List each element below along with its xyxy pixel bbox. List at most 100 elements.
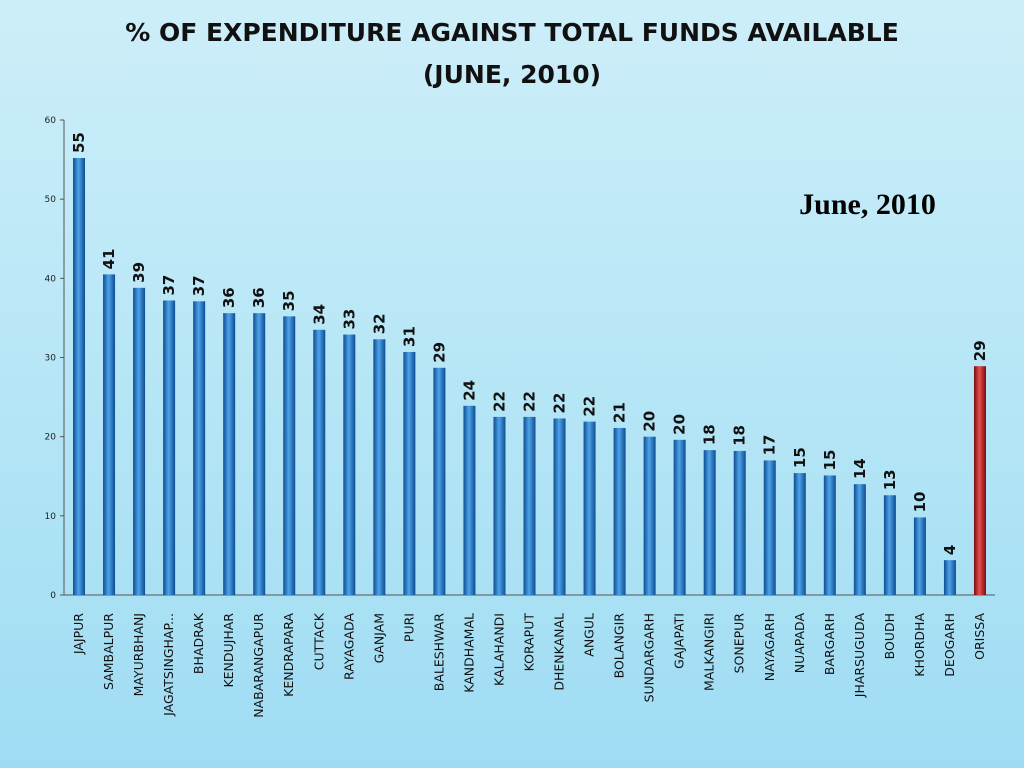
category-label: KENDUJHAR — [221, 613, 236, 688]
bar-nayagarh — [763, 460, 776, 595]
data-label: 14 — [851, 458, 869, 479]
data-label: 55 — [70, 132, 88, 153]
category-label: JAJPUR — [71, 613, 86, 655]
bar-jagatsinghap — [163, 300, 176, 595]
bar-angul — [583, 421, 596, 596]
data-label: 18 — [701, 424, 719, 445]
data-label: 22 — [581, 396, 599, 417]
bar-jharsuguda — [853, 484, 866, 595]
bar-mayurbhanj — [133, 287, 146, 595]
bar-orissa — [973, 366, 986, 595]
y-tick-label: 20 — [45, 433, 57, 443]
bar-puri — [403, 351, 416, 595]
data-label: 4 — [941, 545, 959, 555]
bar-nabarangapur — [253, 313, 266, 595]
bar-nuapada — [793, 473, 806, 595]
data-label: 33 — [340, 309, 358, 330]
category-label: MAYURBHANJ — [131, 613, 146, 696]
category-label: DHENKANAL — [552, 613, 567, 691]
bar-ganjam — [373, 339, 386, 595]
data-label: 35 — [280, 290, 298, 311]
y-tick-label: 60 — [45, 116, 57, 126]
chart-subtitle: (JUNE, 2010) — [422, 60, 602, 89]
bar-malkangiri — [703, 450, 716, 596]
data-label: 29 — [971, 340, 989, 361]
bar-kendrapara — [283, 316, 296, 595]
category-label: JHARSUGUDA — [852, 613, 867, 699]
category-label: BHADRAK — [191, 612, 206, 674]
data-label: 15 — [821, 450, 839, 471]
bar-deogarh — [943, 560, 956, 595]
y-axis-ticks: 0 10 20 30 40 50 60 — [45, 116, 64, 601]
data-label: 18 — [731, 425, 749, 446]
data-label: 37 — [190, 275, 208, 296]
category-label: SONEPUR — [732, 613, 747, 674]
y-tick-label: 50 — [45, 195, 57, 205]
bar-boudh — [883, 495, 896, 595]
data-label: 13 — [881, 469, 899, 490]
date-annotation: June, 2010 — [799, 188, 936, 221]
data-label: 21 — [611, 402, 629, 423]
category-label: ANGUL — [582, 613, 597, 657]
category-label: KENDRAPARA — [281, 613, 296, 697]
data-label: 22 — [551, 393, 569, 414]
category-label: MALKANGIRI — [702, 613, 717, 691]
data-label: 15 — [791, 447, 809, 468]
category-label: JAGATSINGHAP... — [161, 613, 176, 717]
y-tick-label: 10 — [45, 512, 57, 522]
bar-baleshwar — [433, 367, 446, 595]
bar-jajpur — [73, 158, 86, 595]
category-label: NUAPADA — [792, 613, 807, 674]
data-label: 17 — [761, 435, 779, 456]
category-label: GAJAPATI — [672, 613, 687, 669]
data-label: 32 — [370, 313, 388, 334]
data-label: 39 — [130, 262, 148, 283]
category-label: CUTTACK — [311, 612, 326, 670]
category-label: KORAPUT — [522, 613, 537, 672]
category-label: KHORDHA — [912, 613, 927, 677]
bar-khordha — [913, 517, 926, 595]
bar-kalahandi — [493, 416, 506, 596]
category-label: NAYAGARH — [762, 613, 777, 681]
data-label: 36 — [250, 287, 268, 308]
data-label: 22 — [490, 391, 508, 412]
data-label: 22 — [521, 391, 539, 412]
bar-bargarh — [823, 475, 836, 595]
category-label: KALAHANDI — [491, 613, 506, 686]
bar-bolangir — [613, 427, 626, 595]
bars — [73, 158, 986, 596]
category-label: BOLANGIR — [612, 613, 627, 679]
category-label: KANDHAMAL — [461, 613, 476, 693]
y-tick-label: 30 — [45, 354, 57, 364]
category-label: ORISSA — [972, 613, 987, 660]
bar-sambalpur — [103, 274, 116, 596]
chart-title: % OF EXPENDITURE AGAINST TOTAL FUNDS AVA… — [125, 18, 899, 47]
data-label: 41 — [100, 249, 118, 270]
y-tick-label: 40 — [45, 274, 57, 284]
bar-sundargarh — [643, 436, 656, 595]
data-label: 29 — [430, 342, 448, 363]
category-labels: JAJPUR SAMBALPUR MAYURBHANJ JAGATSINGHAP...… — [71, 612, 987, 718]
bar-gajapati — [673, 439, 686, 595]
bar-sonepur — [733, 450, 746, 595]
bar-kendujhar — [223, 313, 236, 595]
bar-bhadrak — [193, 301, 206, 595]
data-label: 37 — [160, 275, 178, 296]
bar-rayagada — [343, 334, 356, 595]
bar-koraput — [523, 416, 536, 596]
category-label: DEOGARH — [942, 613, 957, 677]
data-labels: 55 41 39 37 37 36 36 35 34 33 32 31 29 24 22 22 22 22 21 20… — [70, 132, 989, 555]
category-label: GANJAM — [371, 613, 386, 663]
data-label: 10 — [911, 492, 929, 513]
bar-cuttack — [313, 329, 326, 595]
data-label: 31 — [400, 326, 418, 347]
category-label: BOUDH — [882, 613, 897, 659]
y-tick-label: 0 — [50, 591, 56, 601]
data-label: 36 — [220, 287, 238, 308]
category-label: BARGARH — [822, 613, 837, 675]
category-label: RAYAGADA — [341, 613, 356, 680]
category-label: SAMBALPUR — [101, 613, 116, 690]
bar-dhenkanal — [553, 418, 566, 595]
category-label: BALESHWAR — [431, 613, 446, 692]
